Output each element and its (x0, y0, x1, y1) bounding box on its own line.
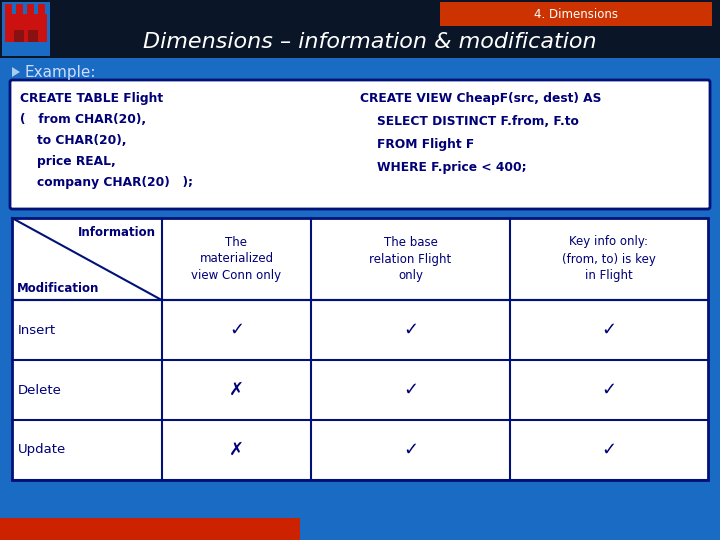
Text: Delete: Delete (18, 383, 62, 396)
Text: Dimensions – information & modification: Dimensions – information & modification (143, 32, 597, 52)
Text: ✓: ✓ (403, 321, 418, 339)
Text: Update: Update (18, 443, 66, 456)
Text: Key info only:
(from, to) is key
in Flight: Key info only: (from, to) is key in Flig… (562, 235, 656, 282)
Text: CREATE TABLE Flight: CREATE TABLE Flight (20, 92, 163, 105)
FancyBboxPatch shape (38, 4, 45, 16)
FancyBboxPatch shape (10, 80, 710, 209)
Text: ✓: ✓ (601, 381, 616, 399)
Text: ✗: ✗ (229, 381, 244, 399)
FancyBboxPatch shape (2, 2, 50, 56)
Text: (   from CHAR(20),: ( from CHAR(20), (20, 113, 146, 126)
Text: to CHAR(20),: to CHAR(20), (20, 134, 127, 147)
Text: Insert: Insert (18, 323, 56, 336)
Text: price REAL,: price REAL, (20, 155, 116, 168)
FancyBboxPatch shape (0, 0, 720, 58)
FancyBboxPatch shape (14, 30, 24, 42)
Text: ✓: ✓ (403, 441, 418, 459)
Text: Example:: Example: (25, 64, 96, 79)
Text: CREATE VIEW CheapF(src, dest) AS: CREATE VIEW CheapF(src, dest) AS (360, 92, 601, 105)
Text: ✗: ✗ (229, 441, 244, 459)
Text: Information: Information (78, 226, 156, 239)
Text: FROM Flight F: FROM Flight F (360, 138, 474, 151)
Text: ✓: ✓ (229, 321, 244, 339)
Text: ✓: ✓ (601, 321, 616, 339)
Text: SELECT DISTINCT F.from, F.to: SELECT DISTINCT F.from, F.to (360, 115, 579, 128)
Text: The base
relation Flight
only: The base relation Flight only (369, 235, 451, 282)
Text: ✓: ✓ (601, 441, 616, 459)
FancyBboxPatch shape (27, 4, 34, 16)
Text: ✓: ✓ (403, 381, 418, 399)
Text: Modification: Modification (17, 282, 99, 295)
FancyBboxPatch shape (5, 4, 12, 16)
FancyBboxPatch shape (5, 14, 47, 42)
Polygon shape (12, 67, 20, 77)
FancyBboxPatch shape (12, 218, 708, 480)
FancyBboxPatch shape (28, 30, 38, 42)
FancyBboxPatch shape (0, 518, 300, 540)
FancyBboxPatch shape (440, 2, 712, 26)
Text: WHERE F.price < 400;: WHERE F.price < 400; (360, 161, 526, 174)
Text: 4. Dimensions: 4. Dimensions (534, 8, 618, 21)
FancyBboxPatch shape (16, 4, 23, 16)
Text: The
materialized
view Conn only: The materialized view Conn only (192, 235, 282, 282)
Text: company CHAR(20)   );: company CHAR(20) ); (20, 176, 193, 189)
